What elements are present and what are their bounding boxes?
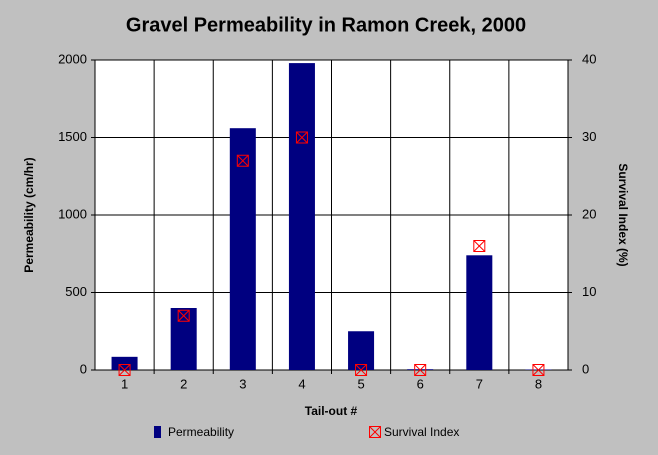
- marker-part: [236, 154, 249, 167]
- y2-tick-label: 0: [582, 361, 589, 376]
- marker-part: [118, 364, 131, 376]
- marker-part: [355, 364, 368, 376]
- bar: [288, 63, 315, 370]
- bar: [466, 255, 493, 370]
- data-marker: [532, 364, 545, 376]
- marker-part: [236, 154, 249, 167]
- bar: [111, 356, 138, 370]
- x-tick-label: 7: [476, 376, 483, 391]
- legend-swatch: [154, 426, 161, 438]
- marker-part: [295, 131, 308, 144]
- data-marker: [295, 131, 308, 144]
- data-marker: [236, 154, 249, 167]
- y2-tick-label: 10: [582, 284, 596, 299]
- y-tick-label: 1500: [58, 129, 87, 144]
- marker-part: [473, 240, 486, 252]
- bar: [348, 331, 375, 370]
- y-tick-label: 500: [65, 284, 87, 299]
- marker-part: [369, 426, 381, 438]
- bar: [229, 128, 256, 370]
- marker-part: [177, 309, 190, 322]
- marker-part: [473, 240, 486, 252]
- x-tick-label: 1: [121, 376, 128, 391]
- marker-part: [414, 364, 427, 376]
- marker-part: [532, 364, 545, 376]
- legend-swatch: [369, 426, 381, 438]
- data-marker: [177, 309, 190, 322]
- x-tick-label: 6: [417, 376, 424, 391]
- data-marker: [118, 364, 131, 376]
- chart-title: Gravel Permeability in Ramon Creek, 2000: [126, 14, 526, 36]
- x-tick-label: 4: [298, 376, 305, 391]
- data-marker: [355, 364, 368, 376]
- data-marker: [473, 240, 486, 252]
- y2-axis-title: Survival Index (%): [616, 163, 630, 266]
- y-tick-label: 2000: [58, 51, 87, 66]
- x-tick-label: 8: [535, 376, 542, 391]
- marker-part: [369, 426, 381, 438]
- x-tick-label: 3: [239, 376, 246, 391]
- data-marker: [414, 364, 427, 376]
- legend-label: Permeability: [168, 425, 234, 439]
- y2-tick-label: 40: [582, 51, 596, 66]
- y2-tick-label: 30: [582, 129, 596, 144]
- bar: [170, 308, 197, 370]
- marker-part: [177, 309, 190, 322]
- x-tick-label: 5: [357, 376, 364, 391]
- marker-part: [532, 364, 545, 376]
- y2-tick-label: 20: [582, 206, 596, 221]
- marker-part: [296, 131, 308, 144]
- marker-part: [118, 364, 131, 376]
- marker-part: [355, 364, 367, 376]
- y-axis-title: Permeability (cm/hr): [22, 157, 36, 272]
- x-axis-title: Tail-out #: [305, 404, 358, 418]
- y-tick-label: 0: [80, 361, 87, 376]
- legend-label: Survival Index: [384, 425, 459, 439]
- x-tick-label: 2: [180, 376, 187, 391]
- marker-part: [414, 364, 427, 376]
- y-tick-label: 1000: [58, 206, 87, 221]
